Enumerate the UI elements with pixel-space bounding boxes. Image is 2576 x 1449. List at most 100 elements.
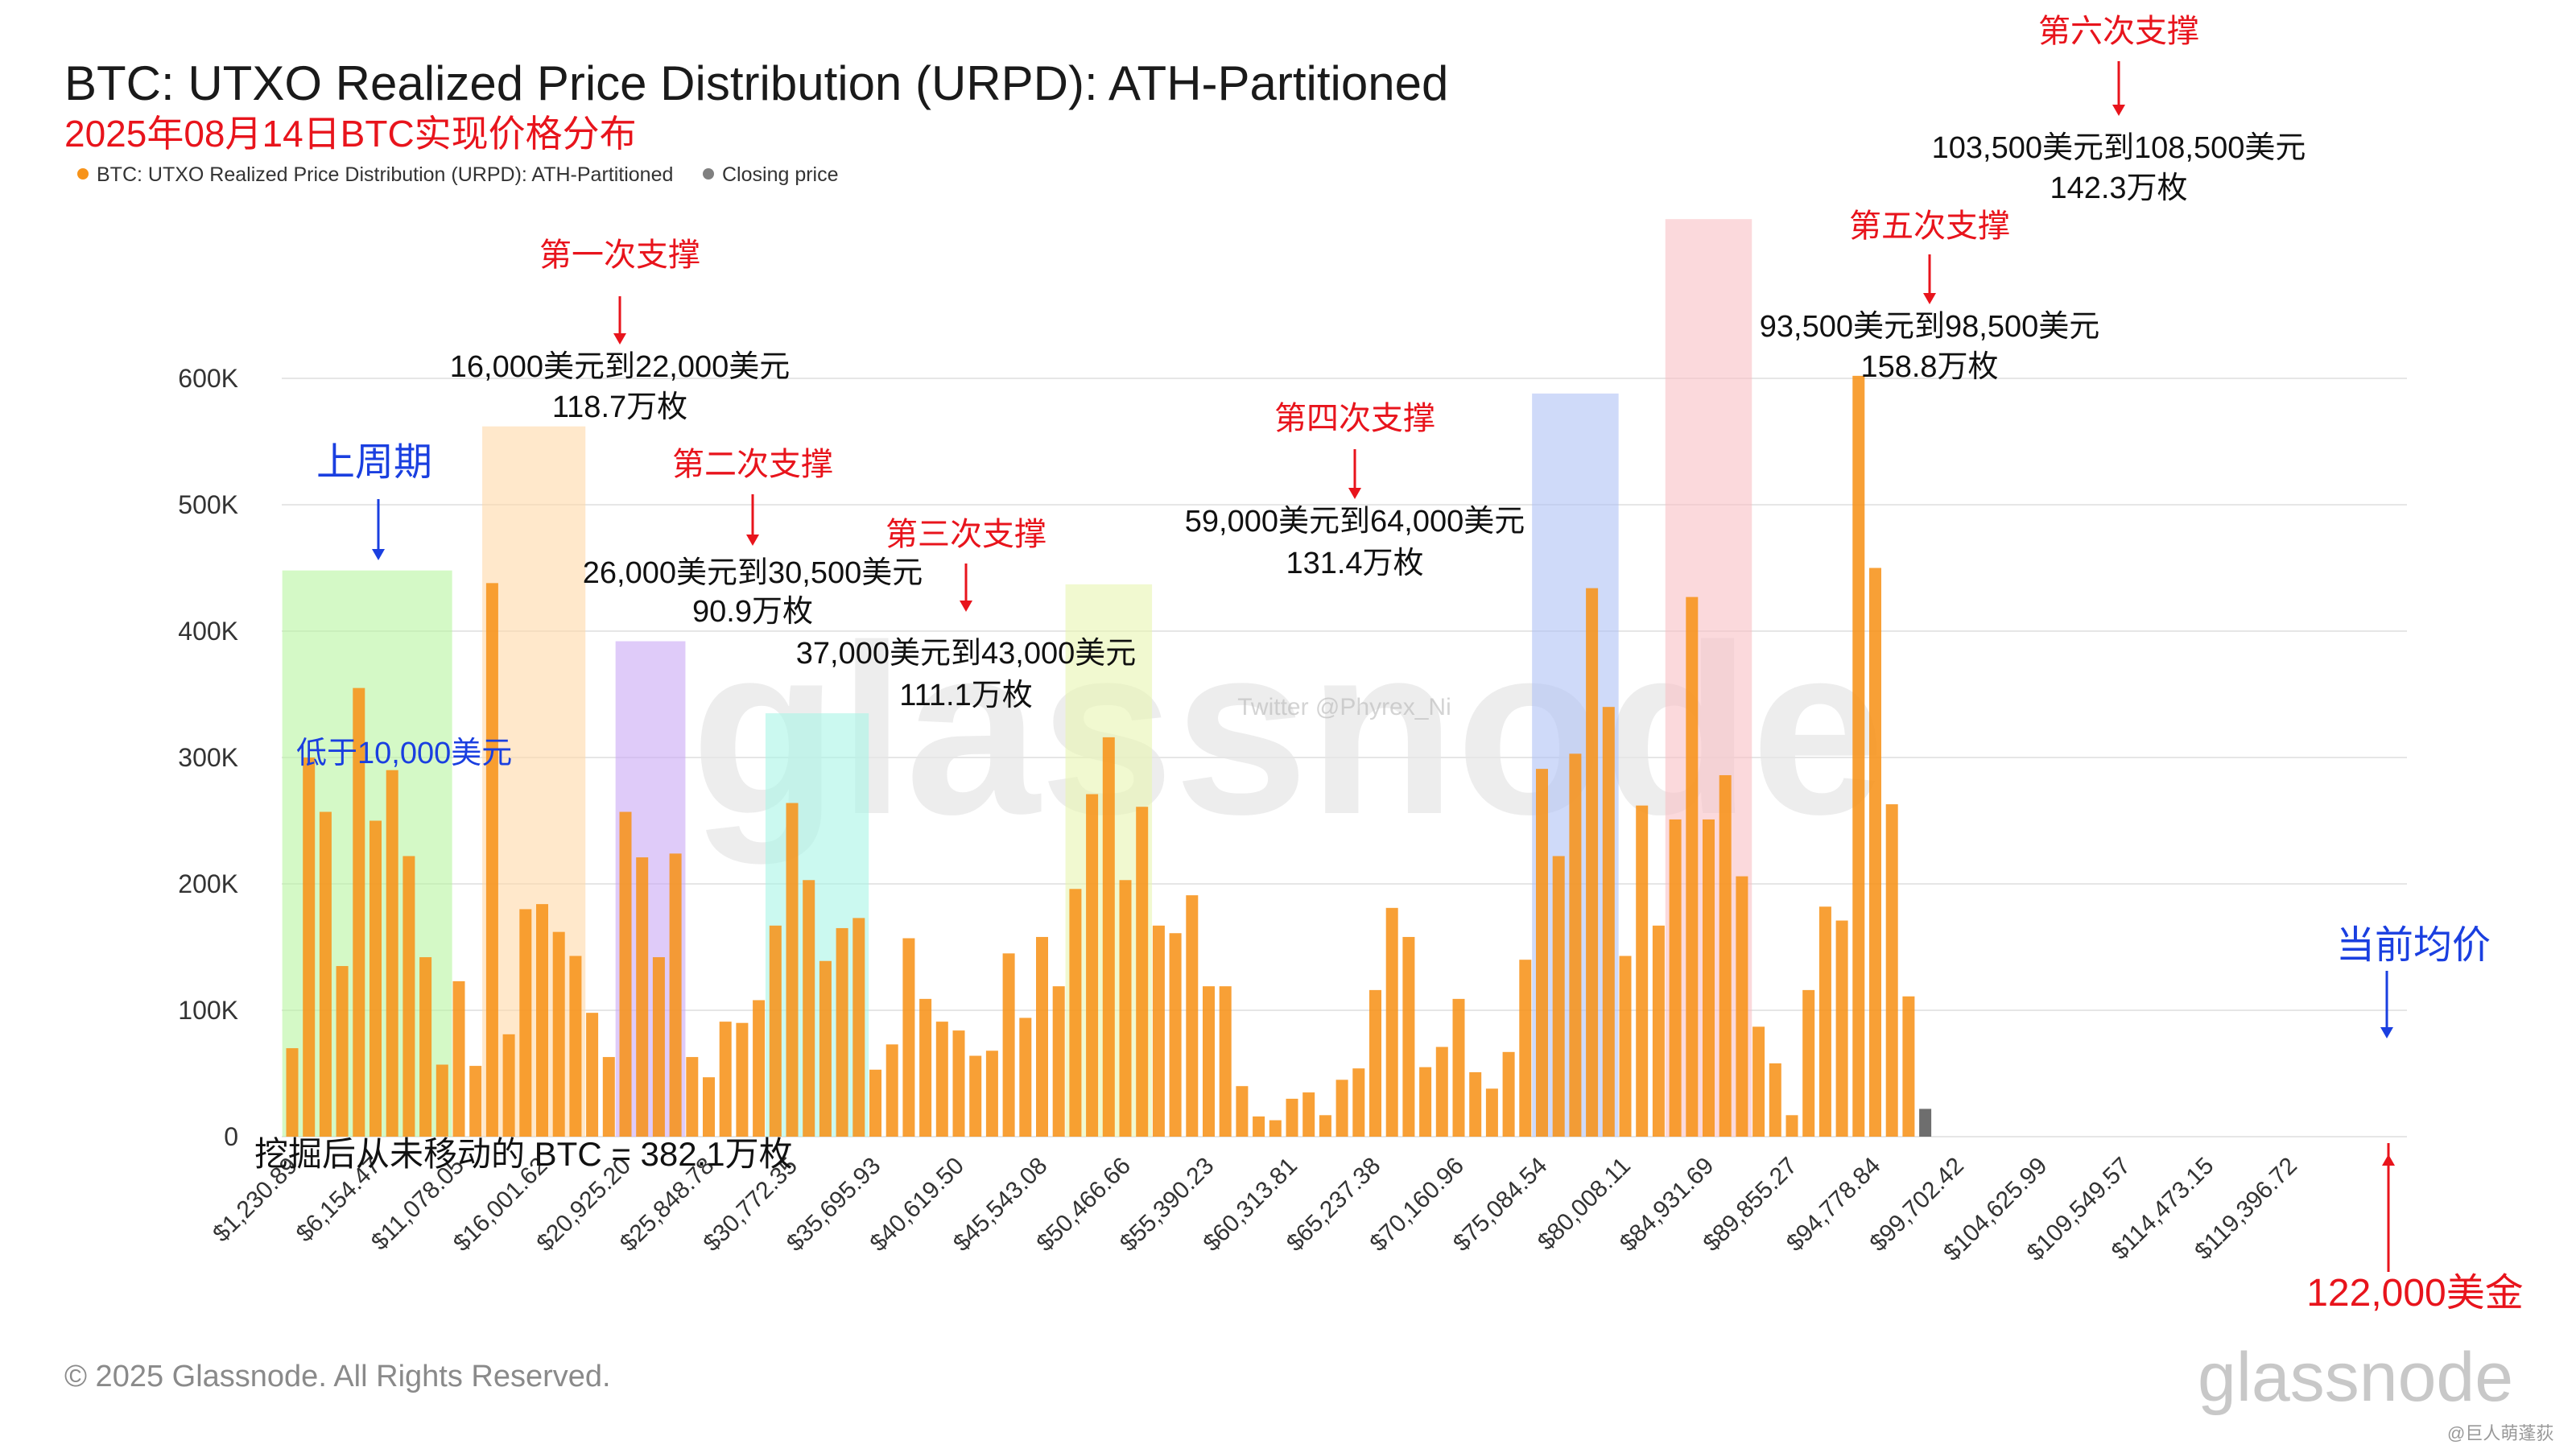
urpd-bar <box>502 1034 515 1137</box>
urpd-bar <box>1703 819 1715 1137</box>
urpd-bar <box>619 811 632 1137</box>
urpd-bar <box>636 857 649 1137</box>
support-6-amount-label: 142.3万枚 <box>2050 171 2187 205</box>
support-3-range-label: 37,000美元到43,000美元 <box>796 637 1136 671</box>
support-1-label: 第一次支撑 <box>539 237 700 273</box>
urpd-bar <box>1519 960 1532 1137</box>
urpd-bar <box>1002 953 1015 1137</box>
urpd-bar <box>1452 998 1465 1137</box>
urpd-bar <box>1136 807 1149 1137</box>
arrow-head <box>2382 1154 2395 1166</box>
y-tick-label: 300K <box>178 743 238 772</box>
urpd-bar <box>1419 1067 1432 1137</box>
support-4-amount-label: 131.4万枚 <box>1286 547 1423 580</box>
grid-lines <box>282 378 2407 1137</box>
urpd-bar <box>469 1066 482 1137</box>
urpd-bar <box>1736 876 1748 1137</box>
urpd-bar <box>1469 1071 1482 1137</box>
urpd-bar <box>703 1077 715 1137</box>
urpd-bar <box>286 1048 299 1137</box>
urpd-bar <box>1536 769 1548 1137</box>
urpd-bar <box>1902 996 1915 1137</box>
urpd-bar <box>1102 737 1115 1137</box>
urpd-bar <box>1602 707 1615 1137</box>
urpd-bar <box>952 1030 965 1137</box>
chart-subtitle: 2025年08月14日BTC实现价格分布 <box>64 113 637 155</box>
arrow-head <box>2380 1027 2393 1038</box>
support-5-range-label: 93,500美元到98,500美元 <box>1760 310 2099 344</box>
urpd-bar <box>1485 1088 1498 1137</box>
urpd-bar <box>602 1057 615 1137</box>
urpd-bar <box>886 1044 898 1137</box>
chart-title: BTC: UTXO Realized Price Distribution (U… <box>64 56 1448 110</box>
arrow-head <box>746 535 759 546</box>
prev-cycle-label: 上周期 <box>316 441 432 484</box>
support-3-label: 第三次支撑 <box>886 517 1046 552</box>
urpd-bar <box>1086 794 1099 1137</box>
support-6-range-label: 103,500美元到108,500美元 <box>1932 131 2306 165</box>
urpd-bar <box>1652 925 1665 1137</box>
urpd-bar <box>436 1064 448 1137</box>
urpd-bar <box>852 918 865 1137</box>
arrow-head <box>2112 105 2125 116</box>
closing-price-series <box>1919 1108 1932 1137</box>
support-6-label: 第六次支撑 <box>2038 14 2199 49</box>
legend-series-dot <box>77 168 89 180</box>
current-price-label: 122,000美金 <box>2306 1272 2524 1315</box>
zone-support-3 <box>765 713 869 1137</box>
urpd-bar <box>1636 805 1649 1137</box>
urpd-bar <box>1402 936 1415 1137</box>
urpd-bar <box>419 957 432 1137</box>
arrow-head <box>613 333 626 345</box>
y-axis: 0 100K 200K 300K 400K 500K 600K <box>178 364 238 1151</box>
support-1-range-label: 16,000美元到22,000美元 <box>450 350 790 384</box>
urpd-bar <box>669 853 682 1137</box>
urpd-bar <box>1052 986 1065 1137</box>
urpd-bar <box>1869 568 1881 1137</box>
urpd-bar <box>1785 1115 1798 1137</box>
support-5-amount-label: 158.8万枚 <box>1860 350 1998 384</box>
y-tick-label: 100K <box>178 996 238 1025</box>
urpd-bar <box>786 803 799 1137</box>
copyright: © 2025 Glassnode. All Rights Reserved. <box>64 1360 611 1393</box>
urpd-bar <box>902 938 915 1137</box>
urpd-bar <box>452 980 465 1137</box>
urpd-bar <box>1752 1026 1765 1137</box>
urpd-bar <box>1019 1018 1032 1137</box>
urpd-bar <box>1335 1080 1348 1137</box>
y-tick-label: 400K <box>178 617 238 646</box>
prev-cycle-sub-label: 低于10,000美元 <box>296 737 512 770</box>
arrow-head <box>1923 293 1936 304</box>
closing-price-bar <box>1919 1108 1932 1137</box>
urpd-bar <box>519 909 532 1137</box>
y-tick-label: 600K <box>178 364 238 393</box>
legend-closing-dot <box>703 168 714 180</box>
urpd-bar <box>569 956 582 1137</box>
y-tick-label: 200K <box>178 869 238 898</box>
urpd-bar <box>1586 588 1599 1137</box>
urpd-bar <box>1769 1063 1781 1137</box>
never-moved-label: 挖掘后从未移动的 BTC = 382.1万枚 <box>254 1135 793 1173</box>
glassnode-logo: glassnode <box>2198 1339 2513 1416</box>
urpd-bar <box>836 927 848 1137</box>
urpd-bar <box>1286 1098 1298 1137</box>
urpd-bar <box>336 966 349 1137</box>
urpd-bar <box>1686 597 1699 1137</box>
urpd-bar <box>1269 1120 1282 1137</box>
urpd-bar <box>552 931 565 1137</box>
urpd-bar <box>369 820 382 1137</box>
urpd-bar <box>1036 936 1048 1137</box>
urpd-bar <box>652 957 665 1137</box>
urpd-bar <box>969 1055 982 1137</box>
urpd-bar <box>1435 1046 1448 1137</box>
urpd-bar <box>1119 880 1132 1137</box>
urpd-bar <box>1502 1051 1515 1137</box>
urpd-bar <box>303 758 316 1137</box>
support-2-amount-label: 90.9万枚 <box>692 595 813 629</box>
urpd-bar <box>1385 907 1398 1137</box>
bar-series <box>286 375 1915 1137</box>
support-4-range-label: 59,000美元到64,000美元 <box>1185 505 1525 539</box>
urpd-bar <box>1352 1068 1365 1137</box>
